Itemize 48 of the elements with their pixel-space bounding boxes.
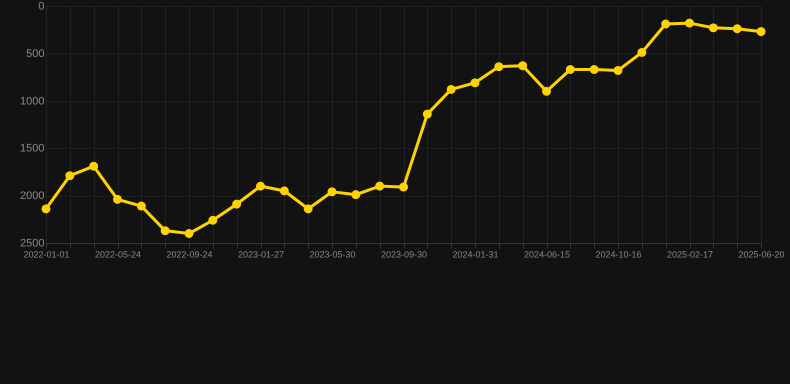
y-tick-label: 0 <box>38 0 44 12</box>
x-tick-label: 2022-01-01 <box>23 250 70 260</box>
point <box>685 18 694 28</box>
point <box>732 24 742 34</box>
point <box>256 182 265 191</box>
x-tick-label: 2023-05-30 <box>309 250 356 260</box>
x-tick-label: 2023-01-27 <box>238 250 284 260</box>
point <box>184 229 194 238</box>
y-tick-label: 1500 <box>20 142 44 155</box>
point <box>42 204 50 214</box>
point <box>494 62 504 72</box>
point <box>113 194 122 204</box>
point <box>566 65 575 74</box>
point <box>304 204 313 214</box>
point <box>351 190 360 200</box>
x-tick-label: 2024-01-31 <box>452 250 499 260</box>
y-tick-label: 1000 <box>20 95 44 108</box>
point <box>136 202 146 210</box>
point <box>637 48 646 57</box>
x-tick-label: 2022-05-24 <box>94 250 142 260</box>
x-tick-label: 2025-02-17 <box>666 250 714 260</box>
point <box>232 200 242 209</box>
x-tick-label: 2024-06-15 <box>524 250 570 260</box>
point <box>89 162 98 171</box>
point <box>756 27 766 36</box>
y-tick-label: 2500 <box>20 238 44 250</box>
point <box>446 84 456 94</box>
point <box>542 86 551 96</box>
x-tick-label: 2022-09-24 <box>166 250 213 260</box>
point <box>708 23 718 32</box>
y-tick-label: 500 <box>26 48 44 60</box>
x-tick-label: 2024-10-16 <box>595 250 642 260</box>
y-tick-label: 2000 <box>20 190 44 202</box>
point <box>518 61 528 70</box>
point <box>470 78 480 88</box>
point <box>328 187 336 196</box>
point <box>65 171 74 180</box>
point <box>280 186 289 196</box>
point <box>661 20 670 28</box>
point <box>375 182 384 191</box>
point <box>160 226 170 236</box>
point <box>422 110 432 119</box>
x-tick-label: 2025-06-20 <box>738 250 785 260</box>
x-tick-label: 2023-09-30 <box>380 250 428 260</box>
point <box>614 66 622 75</box>
point <box>208 216 218 225</box>
point <box>590 65 599 74</box>
point <box>399 182 408 192</box>
